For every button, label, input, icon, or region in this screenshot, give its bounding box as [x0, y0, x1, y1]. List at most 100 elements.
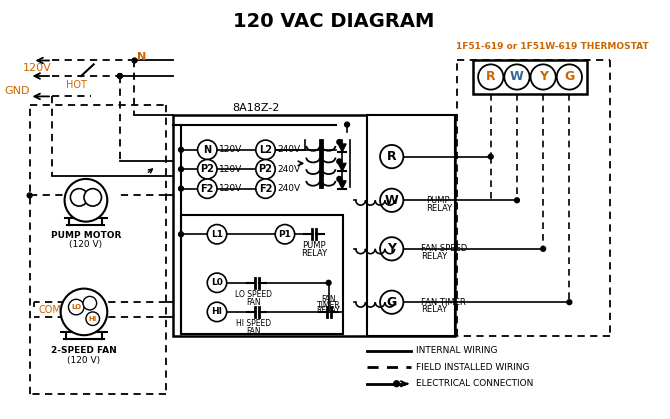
Text: P1: P1	[279, 230, 291, 239]
Text: COM: COM	[39, 305, 62, 315]
Polygon shape	[338, 144, 346, 152]
Circle shape	[256, 140, 275, 160]
Circle shape	[380, 237, 403, 261]
Text: 240V: 240V	[277, 145, 300, 154]
Text: L1: L1	[211, 230, 223, 239]
Text: HI SPEED: HI SPEED	[237, 319, 271, 328]
Text: 240V: 240V	[277, 184, 300, 193]
Text: FAN: FAN	[322, 295, 336, 304]
Text: GND: GND	[4, 85, 29, 96]
FancyBboxPatch shape	[181, 215, 343, 334]
Text: 120V: 120V	[219, 165, 242, 174]
Circle shape	[179, 147, 184, 152]
Text: 120V: 120V	[219, 145, 242, 154]
Text: LO: LO	[71, 304, 81, 310]
Text: 120 VAC DIAGRAM: 120 VAC DIAGRAM	[232, 12, 434, 31]
Text: 2-SPEED FAN: 2-SPEED FAN	[51, 346, 117, 355]
Circle shape	[179, 167, 184, 172]
Text: Y: Y	[387, 242, 396, 255]
Text: F2: F2	[200, 184, 214, 194]
Text: G: G	[564, 70, 574, 83]
Circle shape	[132, 58, 137, 63]
Circle shape	[557, 65, 582, 90]
Circle shape	[84, 189, 101, 206]
Circle shape	[531, 65, 556, 90]
Circle shape	[207, 302, 226, 322]
Text: FAN: FAN	[247, 298, 261, 307]
Text: G: G	[387, 296, 397, 309]
Text: 120V: 120V	[23, 63, 52, 73]
Text: P2: P2	[259, 164, 273, 174]
Text: RELAY: RELAY	[425, 204, 452, 212]
Circle shape	[198, 140, 217, 160]
Text: N: N	[203, 145, 211, 155]
Text: Y: Y	[539, 70, 547, 83]
Circle shape	[275, 225, 295, 244]
Circle shape	[198, 160, 217, 179]
Text: FAN SPEED: FAN SPEED	[421, 244, 467, 253]
Text: LO SPEED: LO SPEED	[235, 290, 273, 299]
Text: 120V: 120V	[219, 184, 242, 193]
Circle shape	[64, 179, 107, 222]
Text: INTERNAL WIRING: INTERNAL WIRING	[416, 346, 498, 355]
Circle shape	[478, 65, 503, 90]
Circle shape	[83, 296, 96, 310]
Circle shape	[207, 225, 226, 244]
FancyBboxPatch shape	[367, 115, 455, 336]
Text: FAN TIMER: FAN TIMER	[421, 298, 466, 307]
Circle shape	[337, 140, 342, 145]
Text: FAN: FAN	[247, 327, 261, 336]
Circle shape	[380, 290, 403, 314]
Text: R: R	[387, 150, 397, 163]
Text: R: R	[486, 70, 496, 83]
Text: HI: HI	[212, 308, 222, 316]
Circle shape	[27, 193, 32, 198]
Circle shape	[179, 232, 184, 237]
Circle shape	[70, 189, 88, 206]
Text: FIELD INSTALLED WIRING: FIELD INSTALLED WIRING	[416, 363, 529, 372]
Circle shape	[198, 179, 217, 198]
Polygon shape	[338, 181, 346, 189]
Text: PUMP: PUMP	[302, 241, 326, 251]
Text: RELAY: RELAY	[317, 306, 340, 316]
Circle shape	[567, 300, 572, 305]
FancyBboxPatch shape	[473, 59, 587, 94]
Polygon shape	[338, 163, 346, 171]
Text: ELECTRICAL CONNECTION: ELECTRICAL CONNECTION	[416, 379, 533, 388]
Circle shape	[256, 179, 275, 198]
Circle shape	[337, 176, 342, 181]
Text: TIMER: TIMER	[317, 300, 340, 310]
Text: N: N	[137, 52, 147, 62]
Text: F2: F2	[259, 184, 272, 194]
Text: 8A18Z-2: 8A18Z-2	[232, 103, 279, 113]
Circle shape	[68, 299, 84, 315]
Text: W: W	[510, 70, 524, 83]
Circle shape	[505, 65, 529, 90]
Circle shape	[394, 381, 399, 387]
Text: P2: P2	[200, 164, 214, 174]
FancyBboxPatch shape	[174, 115, 455, 336]
Circle shape	[326, 280, 331, 285]
Circle shape	[344, 122, 350, 127]
Text: L2: L2	[259, 145, 272, 155]
Text: RELAY: RELAY	[421, 305, 447, 315]
Circle shape	[515, 198, 519, 203]
Text: L0: L0	[211, 278, 223, 287]
Text: HI: HI	[88, 316, 97, 322]
Text: PUMP: PUMP	[425, 196, 450, 205]
Circle shape	[117, 74, 123, 78]
Text: (120 V): (120 V)	[70, 241, 103, 249]
Circle shape	[337, 159, 342, 164]
Circle shape	[380, 189, 403, 212]
Circle shape	[61, 289, 107, 335]
Text: (120 V): (120 V)	[68, 356, 100, 365]
Text: PUMP MOTOR: PUMP MOTOR	[51, 231, 121, 240]
Circle shape	[256, 160, 275, 179]
Circle shape	[117, 74, 123, 78]
Text: W: W	[385, 194, 399, 207]
Circle shape	[488, 154, 493, 159]
Text: 240V: 240V	[277, 165, 300, 174]
Text: 1F51-619 or 1F51W-619 THERMOSTAT: 1F51-619 or 1F51W-619 THERMOSTAT	[456, 42, 648, 52]
Text: HOT: HOT	[66, 80, 86, 90]
Circle shape	[541, 246, 545, 251]
